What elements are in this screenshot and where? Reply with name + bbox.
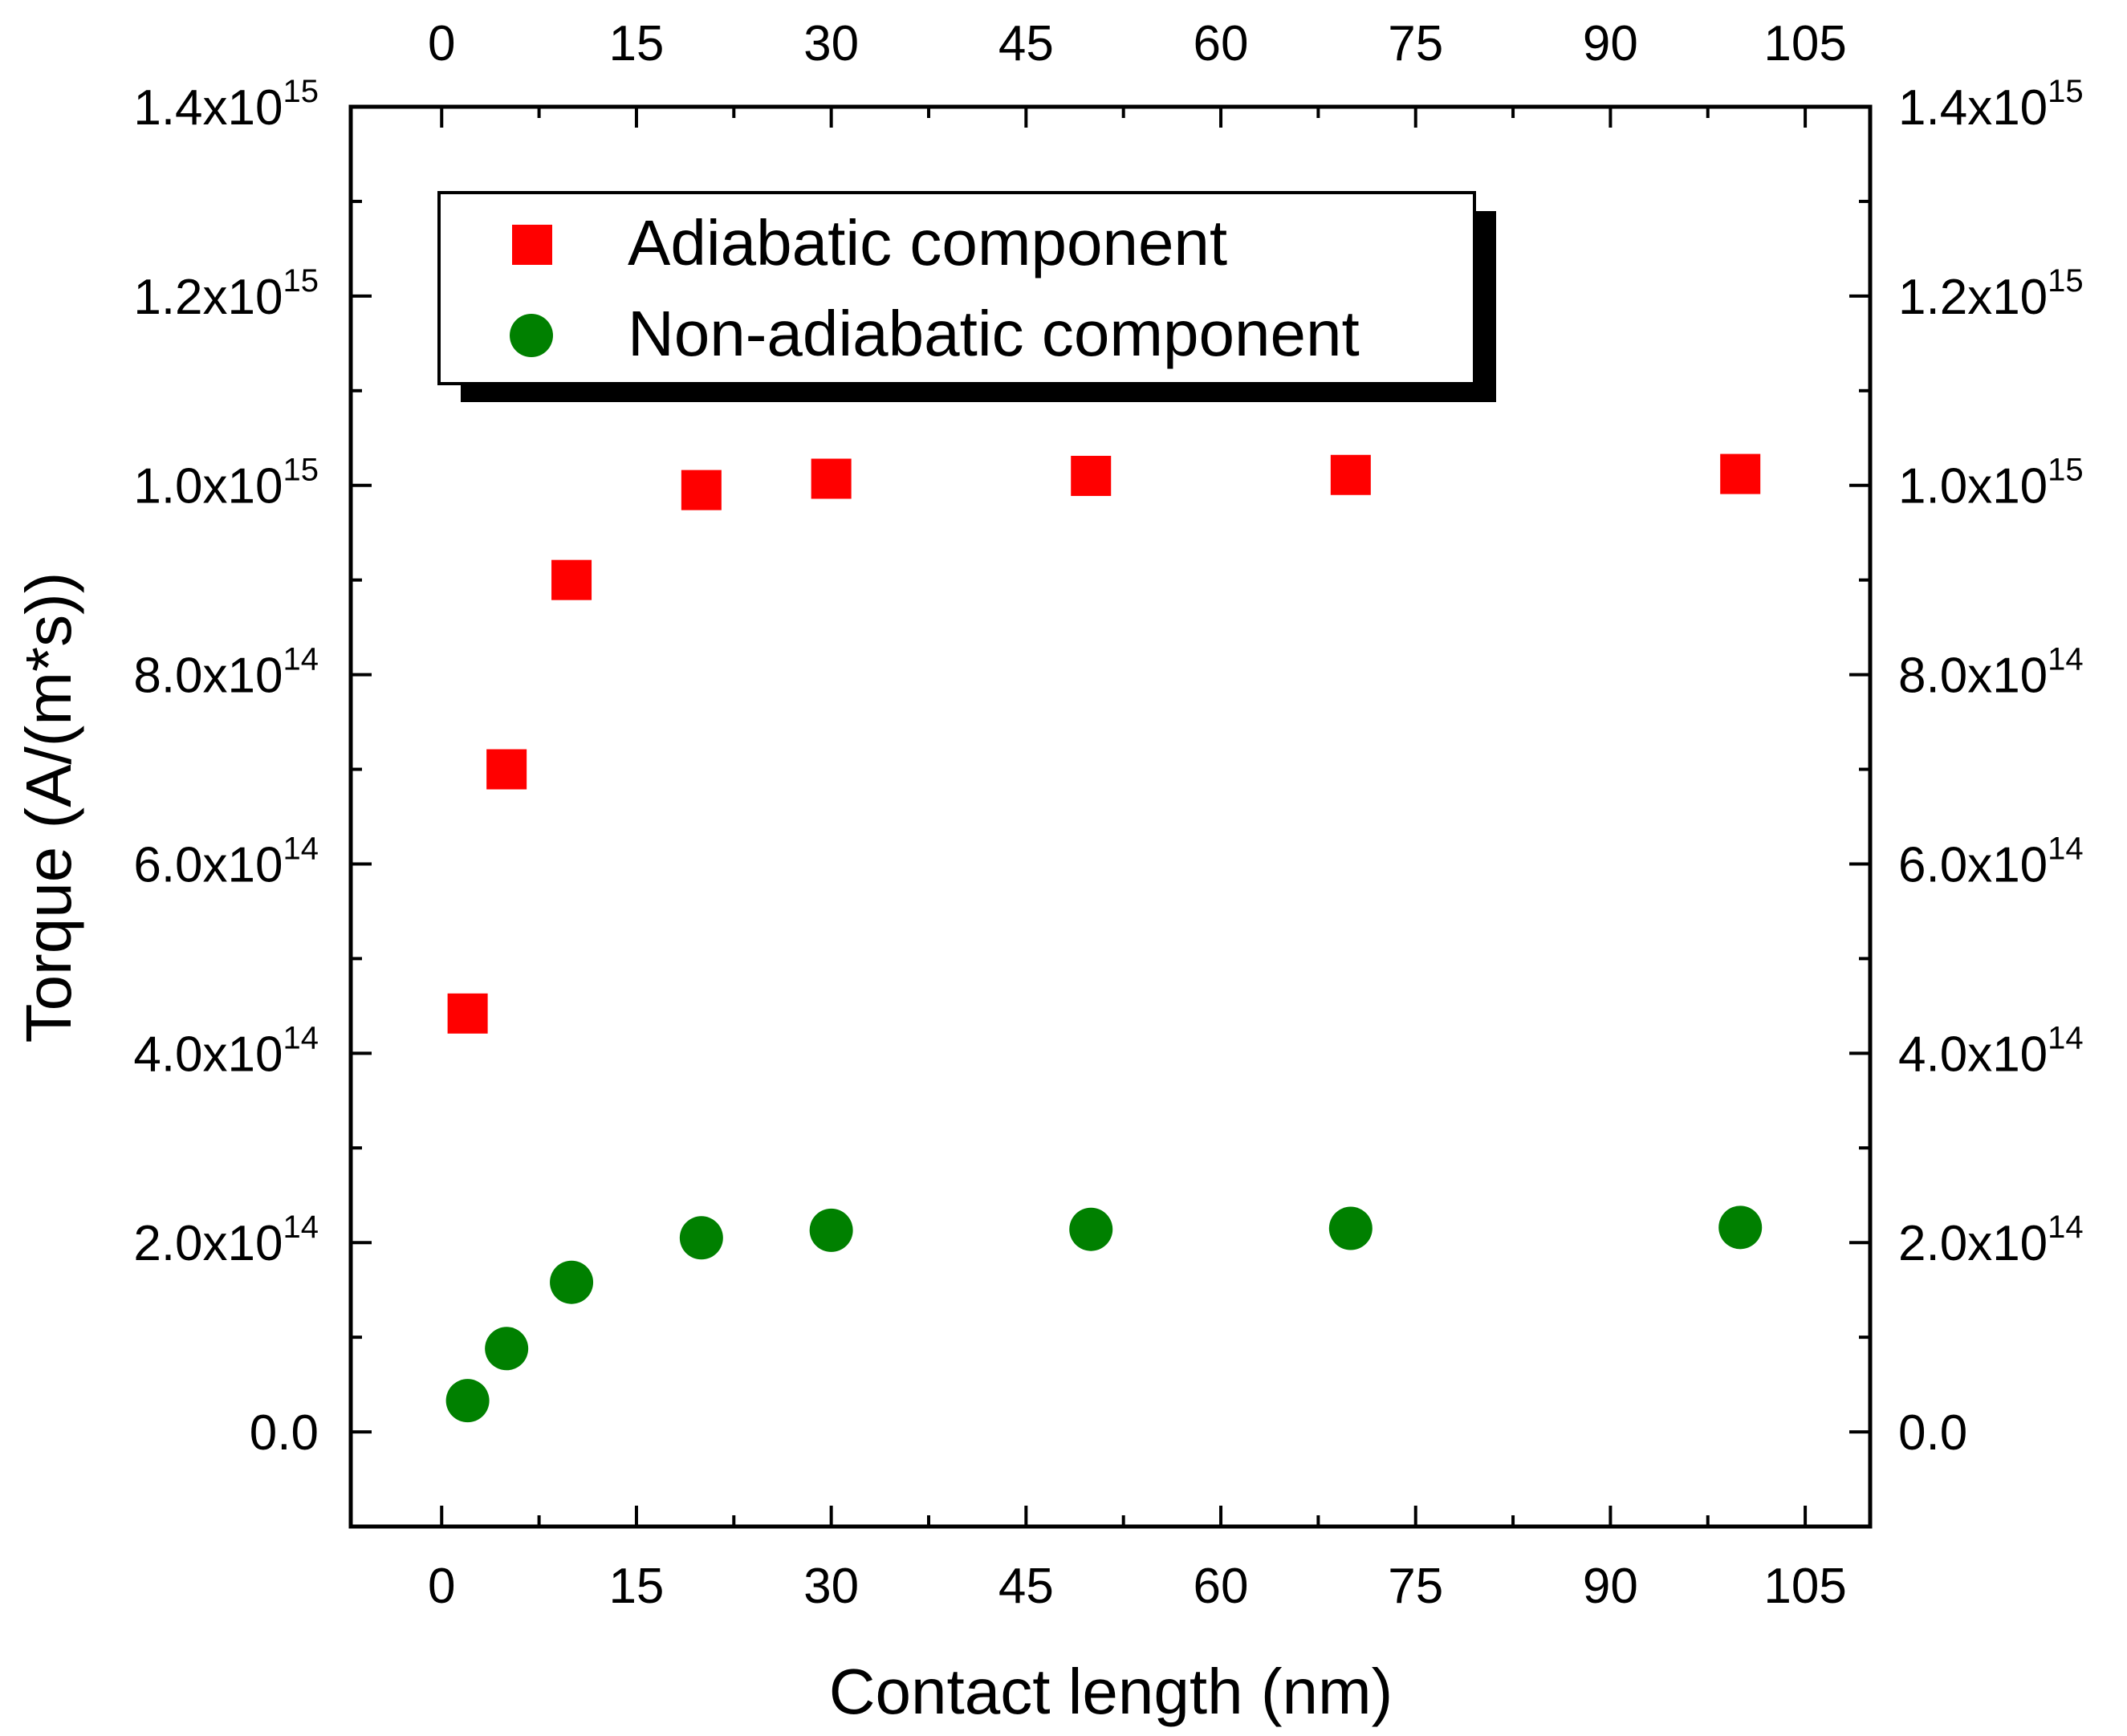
x-tick-label-top: 75 bbox=[1388, 16, 1443, 71]
x-tick-label-top: 0 bbox=[428, 16, 455, 71]
y-tick-label-left: 4.0x1014 bbox=[133, 1020, 319, 1082]
x-tick-label-bottom: 30 bbox=[803, 1559, 859, 1614]
adiabatic-point bbox=[811, 458, 852, 499]
non-adiabatic-point bbox=[1328, 1206, 1373, 1250]
y-tick-label-left: 6.0x1014 bbox=[133, 831, 319, 892]
data-layer bbox=[445, 453, 1763, 1423]
legend: Adiabatic component Non-adiabatic compon… bbox=[437, 191, 1496, 402]
legend-label-non-adiabatic: Non-adiabatic component bbox=[628, 298, 1360, 369]
non-adiabatic-point bbox=[550, 1260, 594, 1304]
legend-marker-circle bbox=[510, 314, 553, 357]
y-tick-label-left: 2.0x1014 bbox=[133, 1210, 319, 1271]
y-tick-label-right: 0.0 bbox=[1898, 1405, 1967, 1461]
adiabatic-point bbox=[486, 749, 527, 790]
x-tick-label-top: 45 bbox=[998, 16, 1054, 71]
non-adiabatic-point bbox=[445, 1379, 490, 1423]
x-tick-label-bottom: 60 bbox=[1194, 1559, 1249, 1614]
y-tick-label-right: 2.0x1014 bbox=[1898, 1210, 2084, 1271]
y-tick-label-left: 0.0 bbox=[250, 1405, 319, 1461]
non-adiabatic-point bbox=[679, 1216, 723, 1260]
adiabatic-point bbox=[551, 559, 592, 600]
non-adiabatic-point bbox=[1069, 1207, 1113, 1251]
plot-frame bbox=[348, 104, 1873, 1529]
non-adiabatic-point bbox=[485, 1327, 529, 1371]
x-axis-title: Contact length (nm) bbox=[829, 1656, 1393, 1727]
x-tick-label-top: 30 bbox=[803, 16, 859, 71]
x-tick-label-top: 60 bbox=[1194, 16, 1249, 71]
adiabatic-point bbox=[681, 470, 722, 510]
adiabatic-point bbox=[447, 993, 488, 1034]
y-tick-label-left: 8.0x1014 bbox=[133, 642, 319, 704]
non-adiabatic-point bbox=[809, 1208, 853, 1252]
legend-marker-square bbox=[512, 225, 552, 265]
adiabatic-point bbox=[1330, 454, 1371, 495]
x-tick-label-bottom: 105 bbox=[1763, 1559, 1846, 1614]
y-axis-title: Torque (A/(m*s)) bbox=[13, 572, 84, 1043]
x-tick-label-top: 105 bbox=[1763, 16, 1846, 71]
legend-label-adiabatic: Adiabatic component bbox=[628, 207, 1227, 278]
legend-box bbox=[437, 191, 1476, 385]
adiabatic-point bbox=[1720, 453, 1761, 494]
x-tick-label-top: 15 bbox=[608, 16, 664, 71]
x-tick-label-top: 90 bbox=[1583, 16, 1638, 71]
x-tick-label-bottom: 75 bbox=[1388, 1559, 1443, 1614]
x-tick-label-bottom: 90 bbox=[1583, 1559, 1638, 1614]
x-tick-label-bottom: 0 bbox=[428, 1559, 455, 1614]
x-tick-label-bottom: 15 bbox=[608, 1559, 664, 1614]
adiabatic-point bbox=[1071, 455, 1112, 496]
x-tick-label-bottom: 45 bbox=[998, 1559, 1054, 1614]
non-adiabatic-point bbox=[1718, 1205, 1763, 1250]
